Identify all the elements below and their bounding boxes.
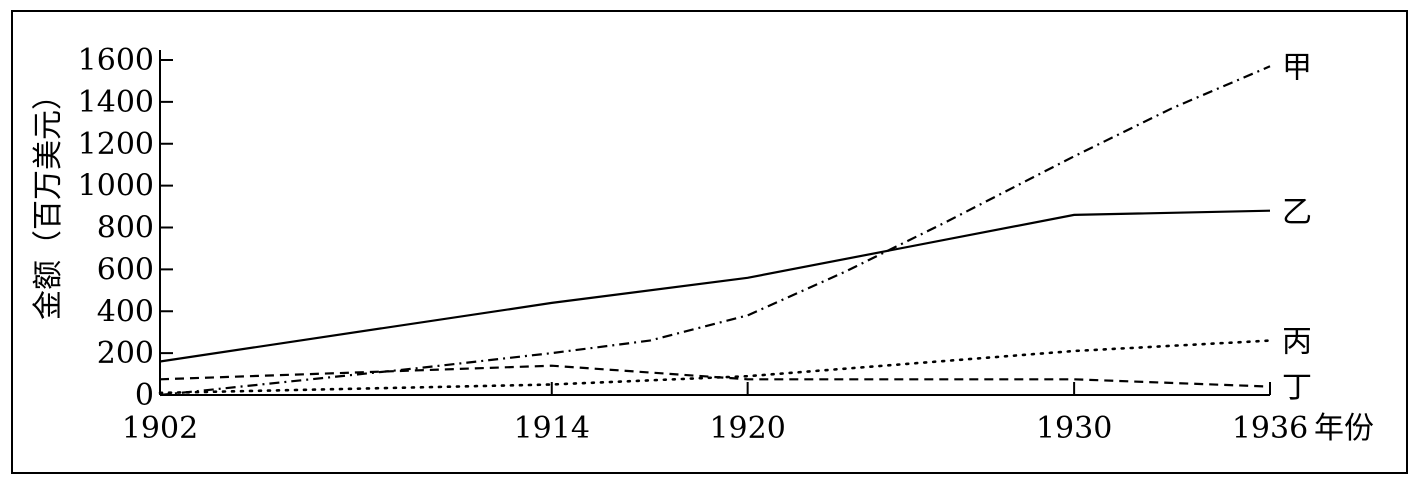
y-tick-label: 1600 — [78, 43, 154, 78]
x-tick-label: 1930 — [1036, 411, 1112, 446]
x-tick-label: 1914 — [514, 411, 590, 446]
series-line-丁 — [160, 366, 1270, 387]
series-line-甲 — [160, 66, 1270, 395]
x-axis-title: 年份 — [1314, 411, 1374, 446]
series-label-甲: 甲 — [1282, 50, 1312, 85]
y-tick-label: 1000 — [78, 169, 154, 204]
x-tick-label: 1902 — [122, 411, 198, 446]
y-tick-label: 1200 — [78, 127, 154, 162]
y-tick-label: 800 — [97, 211, 154, 246]
y-tick-label: 200 — [97, 336, 154, 371]
series-line-丙 — [160, 341, 1270, 393]
series-layer — [160, 66, 1270, 395]
series-line-乙 — [160, 211, 1270, 362]
x-tick-label: 1920 — [709, 411, 785, 446]
y-tick-label: 0 — [135, 378, 154, 413]
series-label-丙: 丙 — [1282, 325, 1312, 360]
series-label-丁: 丁 — [1282, 371, 1312, 406]
chart-frame — [12, 11, 1407, 473]
series-label-乙: 乙 — [1282, 195, 1312, 230]
axes: 0 200 400 600 800 1000 1200 1400 1600 1902 1914 192… — [78, 43, 1309, 446]
y-axis-title: 金额（百万美元） — [31, 80, 66, 320]
x-tick-label: 1936 — [1232, 411, 1308, 446]
y-tick-label: 400 — [97, 294, 154, 329]
y-tick-label: 1400 — [78, 85, 154, 120]
y-tick-label: 600 — [97, 252, 154, 287]
